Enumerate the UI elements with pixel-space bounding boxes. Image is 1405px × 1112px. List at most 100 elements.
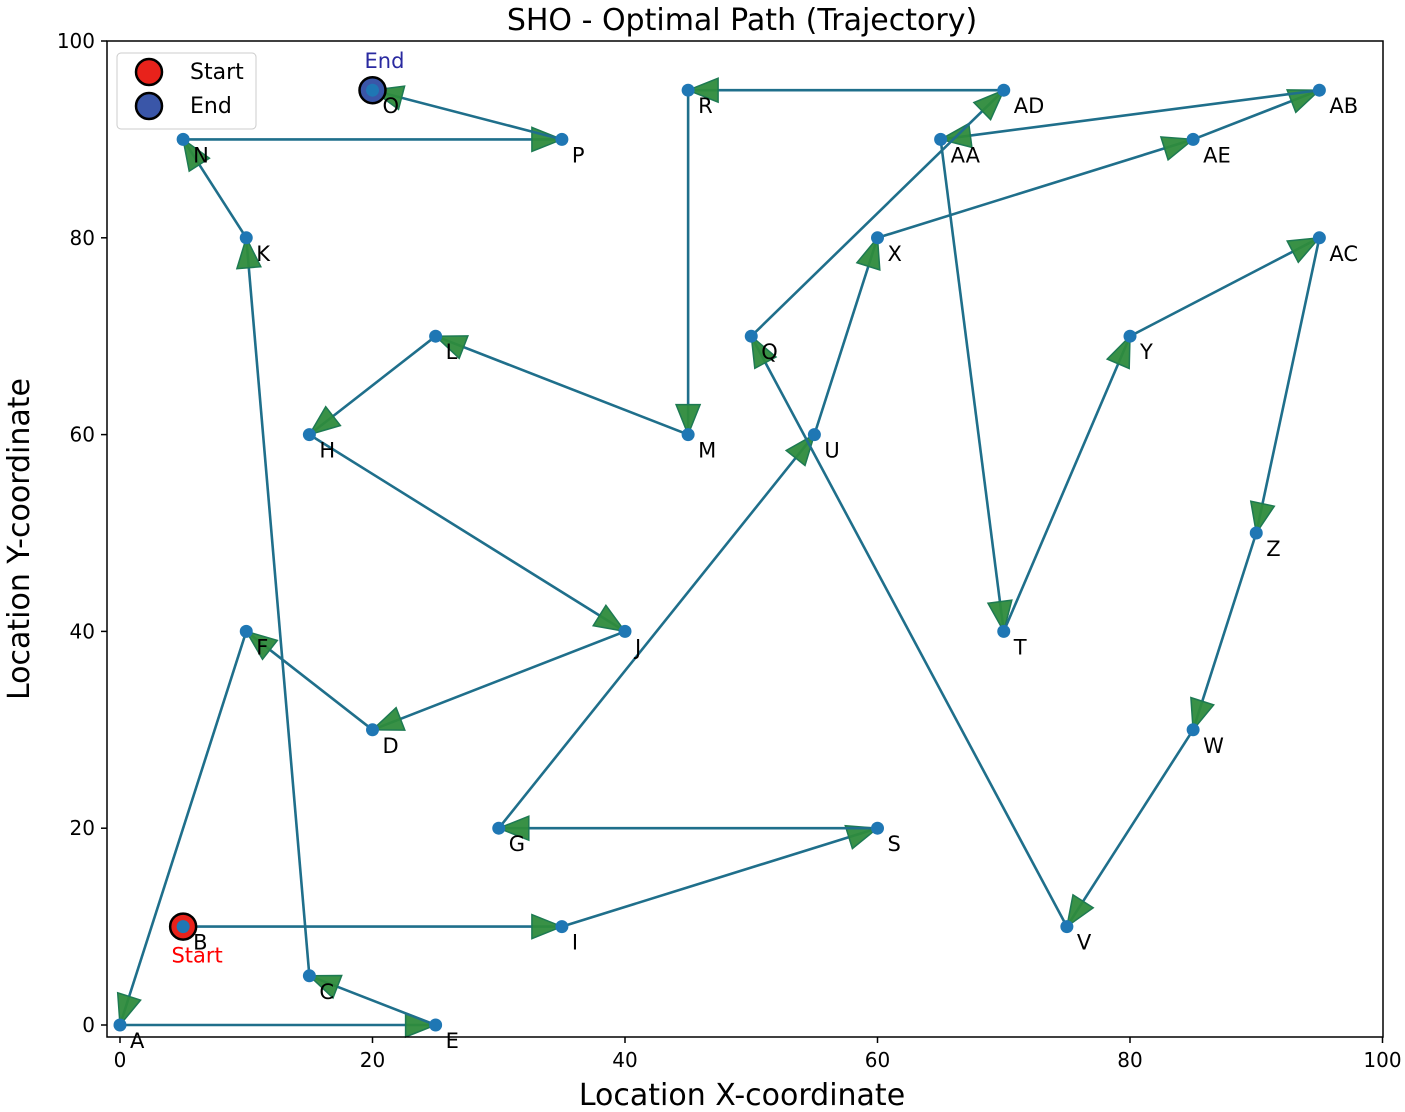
point-u [807, 428, 821, 442]
y-tick-label: 20 [70, 816, 95, 840]
end-annotation: End [365, 49, 405, 73]
path-segment [244, 237, 311, 976]
path-segment [813, 237, 879, 435]
path-arrowhead [750, 334, 778, 370]
point-k [239, 231, 253, 245]
point-d [366, 723, 379, 737]
path-layer [116, 77, 1322, 1039]
path-segment [877, 138, 1194, 240]
point-label: N [193, 143, 209, 167]
x-tick-label: 0 [114, 1048, 127, 1072]
path-arrowhead [855, 235, 881, 272]
point-label: E [446, 1029, 459, 1053]
path-segment [940, 88, 1320, 141]
path-arrowhead [235, 235, 262, 270]
path-arrowhead [244, 630, 279, 661]
point-label: Z [1266, 537, 1280, 561]
path-arrowhead [433, 335, 469, 360]
point-o [366, 83, 379, 97]
point-q [744, 329, 758, 343]
path-segment [118, 631, 248, 1026]
path-arrowhead [1286, 89, 1322, 114]
x-tick-label: 80 [1117, 1048, 1142, 1072]
legend-start-marker [134, 57, 164, 87]
path-segment [372, 630, 626, 732]
point-label: T [1013, 635, 1027, 659]
point-label: I [572, 931, 578, 955]
point-i [555, 920, 569, 934]
path-arrowhead [531, 913, 564, 940]
path-arrowhead [972, 88, 1006, 122]
path-segment [750, 335, 1069, 928]
point-n [176, 132, 190, 146]
point-c [302, 969, 316, 983]
path-arrowhead [1105, 334, 1131, 370]
path-arrowhead [1286, 236, 1322, 264]
point-label: K [256, 242, 271, 266]
path-segment [1129, 236, 1320, 338]
ticks-layer: 0 20 40 60 80 100 0 20 40 60 80 100 [57, 29, 1402, 1072]
point-x [871, 231, 884, 245]
x-axis-label: Location X-coordinate [579, 1078, 905, 1112]
point-label: AE [1203, 143, 1231, 167]
point-w [1186, 723, 1200, 737]
path-segment [1002, 335, 1132, 632]
path-arrowhead [182, 137, 211, 173]
y-tick-label: 100 [57, 29, 95, 53]
path-segment [561, 826, 878, 928]
point-label: L [446, 340, 458, 364]
x-tick-label: 40 [612, 1048, 637, 1072]
point-label: X [888, 242, 902, 266]
marker-layer [168, 75, 387, 941]
point-v [1060, 920, 1074, 934]
point-label: G [509, 832, 525, 856]
point-ad [997, 83, 1011, 97]
path-arrowhead [674, 403, 702, 437]
path-arrowhead [496, 815, 530, 842]
point-label: V [1077, 931, 1092, 955]
y-tick-label: 80 [70, 226, 95, 250]
point-g [492, 821, 506, 835]
point-b [176, 920, 190, 934]
path-arrowhead [1190, 696, 1215, 732]
point-label: C [319, 980, 334, 1004]
path-arrowhead [370, 706, 406, 731]
legend: Start End [116, 52, 257, 130]
path-arrowhead [686, 77, 719, 104]
point-ae [1186, 132, 1200, 146]
path-arrowhead [591, 603, 627, 633]
y-tick-label: 0 [82, 1013, 95, 1037]
path-segment [308, 433, 626, 633]
path-segment [939, 139, 1006, 632]
point-label: M [698, 439, 716, 463]
point-label: AD [1014, 94, 1045, 118]
point-label: A [130, 1029, 145, 1053]
path-arrowhead [1249, 500, 1276, 535]
path-arrowhead [116, 991, 142, 1027]
point-label: S [888, 832, 901, 856]
point-label: J [633, 635, 641, 659]
path-arrowhead [1159, 136, 1196, 162]
legend-end-marker [134, 91, 164, 121]
start-annotation: Start [171, 944, 222, 968]
point-m [681, 428, 695, 442]
point-label: AA [951, 143, 981, 167]
point-labels-layer: ABCDEFGHIJKLMNOPQRSTUVWXYZAAABACADAEStar… [130, 49, 1358, 1053]
point-label: B [193, 931, 207, 955]
legend-start-label: Start [190, 60, 244, 85]
point-l [429, 329, 443, 343]
point-f [239, 624, 253, 638]
point-z [1249, 526, 1263, 540]
path-segment [1254, 237, 1321, 534]
x-tick-label: 100 [1363, 1048, 1401, 1072]
point-e [429, 1018, 443, 1032]
path-segment [1065, 729, 1195, 928]
x-tick-label: 20 [360, 1048, 385, 1072]
plot-frame [106, 40, 1384, 1038]
point-r [681, 83, 695, 97]
path-arrowhead [1065, 893, 1095, 929]
point-label: R [698, 94, 713, 118]
y-tick-label: 40 [70, 619, 95, 643]
path-segment [435, 334, 689, 436]
